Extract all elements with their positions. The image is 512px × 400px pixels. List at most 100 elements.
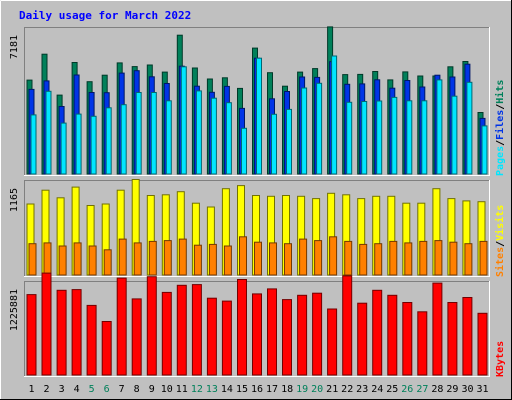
bar-pages-day-9 <box>150 92 157 175</box>
x-tick-label-4: 4 <box>74 384 80 395</box>
bar-sites-day-16 <box>254 241 262 276</box>
bar-pages-day-1 <box>30 114 37 175</box>
x-tick-label-19: 19 <box>296 384 308 395</box>
legend-entry-visits: Visits <box>494 205 506 241</box>
x-tick-label-28: 28 <box>431 384 443 395</box>
bar-pages-day-6 <box>105 107 112 175</box>
bar-kbytes-day-26 <box>402 302 413 376</box>
bar-kbytes-day-19 <box>297 294 308 376</box>
x-tick-label-15: 15 <box>236 384 248 395</box>
x-tick-label-3: 3 <box>59 384 65 395</box>
bar-sites-day-19 <box>299 238 308 276</box>
bar-kbytes-day-6 <box>101 321 112 376</box>
bar-pages-day-10 <box>165 100 172 175</box>
x-tick-label-30: 30 <box>461 384 473 395</box>
chart-panels: 7181Pages/Files/Hits1165Sites/Visits1225… <box>9 26 506 377</box>
x-tick-label-14: 14 <box>221 384 233 395</box>
series-kbytes <box>26 272 488 376</box>
bar-kbytes-day-8 <box>131 298 142 376</box>
bar-pages-day-19 <box>301 87 308 175</box>
x-tick-label-8: 8 <box>134 384 140 395</box>
legend-visits-sites: Sites/Visits <box>494 205 506 277</box>
bar-pages-day-29 <box>451 95 458 175</box>
x-tick-label-16: 16 <box>251 384 263 395</box>
bar-kbytes-day-22 <box>342 275 353 376</box>
bar-kbytes-day-31 <box>477 312 488 376</box>
x-tick-label-13: 13 <box>206 384 218 395</box>
bar-kbytes-day-3 <box>56 289 67 376</box>
bar-pages-day-12 <box>195 90 202 175</box>
max-value-label: 7181 <box>9 35 20 59</box>
legend-entry-pages: Pages <box>495 146 506 176</box>
bar-kbytes-day-16 <box>252 293 262 376</box>
x-tick-label-22: 22 <box>341 384 353 395</box>
bar-sites-day-5 <box>88 245 97 276</box>
x-tick-label-1: 1 <box>28 384 34 395</box>
bar-sites-day-20 <box>314 240 323 276</box>
x-tick-label-7: 7 <box>119 384 125 395</box>
bar-kbytes-day-17 <box>267 288 277 376</box>
x-tick-label-26: 26 <box>401 384 413 395</box>
bar-sites-day-29 <box>449 241 458 276</box>
bar-pages-day-23 <box>361 101 368 175</box>
bar-sites-day-7 <box>118 238 127 276</box>
bar-sites-day-3 <box>58 245 67 276</box>
legend-entry-hits: Hits <box>494 80 506 104</box>
bar-kbytes-day-13 <box>206 297 217 376</box>
bar-kbytes-day-11 <box>176 284 187 376</box>
panel-kbytes: 1225881 KBytes <box>9 272 506 377</box>
bar-kbytes-day-28 <box>432 282 443 376</box>
bar-pages-day-7 <box>120 104 127 175</box>
legend-entry-files: Files <box>494 110 506 140</box>
bar-pages-day-18 <box>286 108 292 175</box>
bar-kbytes-day-25 <box>387 294 398 376</box>
bar-sites-day-17 <box>269 242 277 276</box>
bar-pages-day-25 <box>391 96 398 175</box>
bar-kbytes-day-15 <box>237 279 247 376</box>
legend-separator: / <box>495 140 506 146</box>
bar-pages-day-17 <box>271 113 277 175</box>
bar-sites-day-30 <box>464 243 473 276</box>
bar-pages-day-4 <box>75 113 82 175</box>
legend-separator: / <box>495 241 506 247</box>
bar-sites-day-8 <box>133 242 142 276</box>
bar-sites-day-10 <box>163 240 172 276</box>
bar-kbytes-day-4 <box>71 289 82 376</box>
bar-sites-day-6 <box>103 249 112 276</box>
x-tick-label-18: 18 <box>281 384 293 395</box>
legend-separator: / <box>495 104 506 110</box>
bar-sites-day-31 <box>479 240 488 276</box>
x-tick-label-29: 29 <box>446 384 458 395</box>
x-tick-label-20: 20 <box>311 384 323 395</box>
bar-pages-day-20 <box>316 82 323 175</box>
x-tick-label-21: 21 <box>326 384 338 395</box>
bar-kbytes-day-20 <box>312 292 323 376</box>
chart-title: Daily usage for March 2022 <box>19 9 191 22</box>
bar-kbytes-day-29 <box>447 302 458 376</box>
x-tick-label-6: 6 <box>104 384 110 395</box>
bar-sites-day-24 <box>374 243 383 276</box>
bar-pages-day-5 <box>90 115 97 175</box>
bar-kbytes-day-14 <box>221 300 232 376</box>
bar-pages-day-15 <box>241 127 247 175</box>
bar-sites-day-18 <box>284 243 292 276</box>
bar-sites-day-21 <box>329 236 338 276</box>
x-tick-label-27: 27 <box>416 384 428 395</box>
bar-kbytes-day-2 <box>41 272 52 376</box>
bar-sites-day-15 <box>239 236 247 276</box>
series-sites <box>28 236 488 276</box>
bar-sites-day-11 <box>178 238 187 276</box>
legend-entry-sites: Sites <box>494 247 506 277</box>
panel-visits-sites: 1165 Sites/Visits <box>9 179 506 277</box>
bar-sites-day-26 <box>404 242 413 276</box>
bar-kbytes-day-18 <box>282 299 292 376</box>
bar-pages-day-31 <box>481 125 488 175</box>
bar-sites-day-1 <box>28 243 37 276</box>
x-tick-label-23: 23 <box>356 384 368 395</box>
legend-kbytes: KBytes <box>495 341 506 377</box>
bar-kbytes-day-7 <box>116 277 127 376</box>
bar-sites-day-4 <box>73 242 82 276</box>
